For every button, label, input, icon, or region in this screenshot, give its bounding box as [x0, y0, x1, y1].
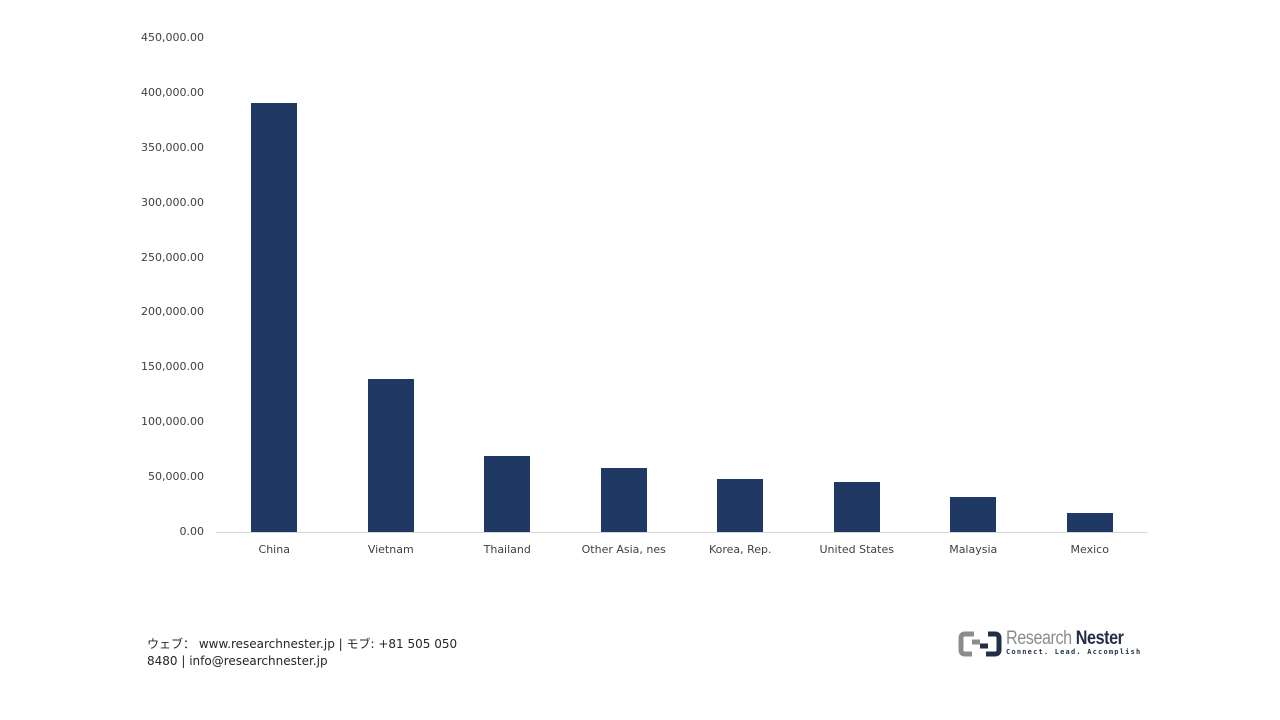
x-tick-label: Malaysia: [949, 543, 998, 556]
bar-china: [251, 102, 298, 532]
bar-other-asia-nes: [600, 467, 647, 532]
logo-tagline: Connect. Lead. Accomplish: [1006, 648, 1142, 656]
logo-wordmark: Research Nester: [1006, 628, 1124, 649]
logo-mark-icon: [958, 631, 1002, 657]
y-tick-label: 350,000.00: [141, 140, 204, 154]
x-tick-label: China: [258, 543, 290, 556]
bar-mexico: [1066, 512, 1113, 532]
x-tick-label: Mexico: [1070, 543, 1109, 556]
y-tick-label: 200,000.00: [141, 305, 204, 319]
y-tick-label: 50,000.00: [148, 470, 204, 484]
bar-vietnam: [367, 378, 414, 532]
y-tick-label: 400,000.00: [141, 85, 204, 99]
footer-line-1: ウェブ： www.researchnester.jp | モブ: +81 505…: [147, 637, 458, 651]
y-tick-label: 300,000.00: [141, 195, 204, 209]
bar-thailand: [484, 456, 531, 532]
y-tick-label: 100,000.00: [141, 415, 204, 429]
bar-malaysia: [950, 496, 997, 532]
bar-united-states: [833, 482, 880, 532]
y-tick-label: 0.00: [179, 525, 205, 538]
x-tick-label: Thailand: [483, 543, 531, 556]
y-tick-label: 250,000.00: [141, 250, 204, 264]
contact-footer: ウェブ： www.researchnester.jp | モブ: +81 505…: [147, 636, 477, 670]
x-axis-line: [216, 532, 1148, 533]
y-tick-label: 450,000.00: [141, 31, 204, 44]
footer-line-2: 8480 | info@researchnester.jp: [147, 654, 328, 668]
x-tick-label: United States: [819, 543, 895, 556]
x-tick-label: Korea, Rep.: [708, 543, 772, 556]
bar-korea-rep: [717, 478, 764, 532]
research-nester-logo: Research Nester Connect. Lead. Accomplis…: [958, 628, 1142, 662]
y-tick-label: 150,000.00: [141, 360, 204, 374]
x-tick-label: Vietnam: [367, 543, 414, 556]
x-tick-label: Other Asia, nes: [581, 543, 666, 556]
